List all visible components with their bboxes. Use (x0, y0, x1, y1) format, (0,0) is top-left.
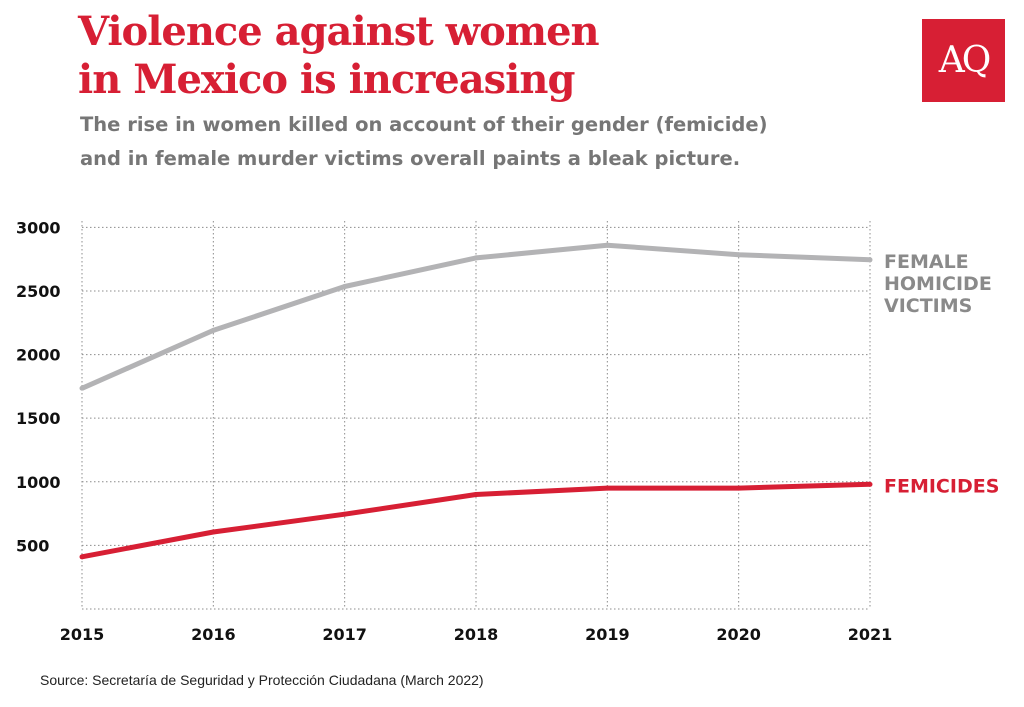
x-tick-label: 2016 (191, 625, 236, 644)
x-tick-label: 2020 (716, 625, 761, 644)
series-labels: FEMALE HOMICIDE VICTIMS FEMICIDES (884, 251, 999, 498)
data-point (79, 554, 85, 560)
data-point (604, 242, 610, 248)
series-label: FEMALE HOMICIDE VICTIMS (884, 251, 992, 317)
data-point (473, 255, 479, 261)
data-point (342, 511, 348, 517)
title-line-1: Violence against women (78, 8, 600, 55)
x-tick-label: 2017 (322, 625, 367, 644)
series-label-line: HOMICIDE (884, 273, 992, 295)
data-point (867, 481, 873, 487)
y-tick-label: 2500 (16, 282, 61, 301)
y-axis-ticks: 500 1000 1500 2000 2500 3000 (16, 218, 61, 555)
subtitle-line-1: The rise in women killed on account of t… (80, 113, 768, 136)
data-point (473, 492, 479, 498)
y-tick-label: 1500 (16, 409, 61, 428)
data-point (736, 485, 742, 491)
data-point (867, 257, 873, 263)
y-tick-label: 500 (16, 536, 49, 555)
series-label-line: FEMICIDES (884, 475, 999, 497)
y-tick-label: 3000 (16, 218, 61, 237)
series-label: FEMICIDES (884, 475, 999, 497)
title-line-2: in Mexico is increasing (78, 56, 575, 103)
logo-text: AQ (938, 40, 991, 81)
chart-grid (81, 221, 871, 610)
series-label-line: VICTIMS (884, 295, 972, 317)
chart-subtitle: The rise in women killed on account of t… (80, 108, 860, 176)
data-point (604, 485, 610, 491)
data-point (342, 284, 348, 290)
series-label-line: FEMALE (884, 251, 969, 273)
y-tick-label: 1000 (16, 473, 61, 492)
x-tick-label: 2015 (60, 625, 105, 644)
data-point (210, 529, 216, 535)
x-tick-label: 2021 (848, 625, 893, 644)
y-tick-label: 2000 (16, 346, 61, 365)
data-point (210, 327, 216, 333)
x-tick-label: 2018 (454, 625, 499, 644)
chart-title: Violence against women in Mexico is incr… (78, 8, 718, 104)
series-lines (79, 242, 873, 560)
x-axis-ticks: 2015 2016 2017 2018 2019 2020 2021 (60, 625, 893, 644)
aq-logo: AQ (922, 19, 1005, 102)
data-point (79, 385, 85, 391)
x-tick-label: 2019 (585, 625, 630, 644)
series-line (80, 242, 871, 391)
data-point (736, 252, 742, 258)
source-note: Source: Secretaría de Seguridad y Protec… (40, 672, 484, 688)
subtitle-line-2: and in female murder victims overall pai… (80, 147, 741, 170)
